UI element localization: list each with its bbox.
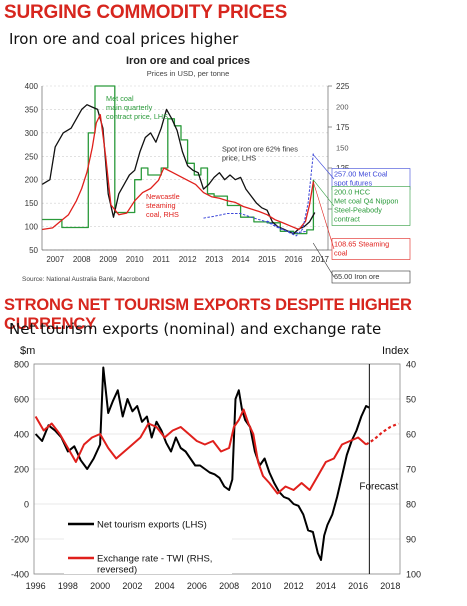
chart1-xtick: 2012 [179, 255, 197, 264]
chart2-xtick: 1998 [58, 581, 78, 591]
chart1-annotation-box [331, 186, 411, 226]
chart1-annotation: spot futures [334, 179, 372, 188]
chart1-annotation: Newcastle [146, 192, 180, 201]
chart1-ytick-right-extra: 200 [336, 103, 349, 112]
tourism-chart: $m Index -400 -200 0 200 400 600 800 40 50 60 70 80… [11, 345, 421, 591]
chart1-ytick-left: 200 [25, 176, 39, 185]
chart2-ytick-left: -400 [11, 570, 29, 580]
chart1-xtick: 2011 [153, 255, 171, 264]
chart1-leader-line [312, 179, 335, 207]
chart1-ytick-left: 350 [25, 105, 39, 114]
chart2-xtick: 2018 [380, 581, 400, 591]
chart1-ytick-left: 400 [25, 82, 39, 91]
chart2-ytick-right: 60 [406, 430, 416, 440]
chart1-annotation: 108.65 Steaming [334, 240, 389, 249]
chart1-annotation: Steel-Peabody [334, 206, 382, 215]
chart2-xtick: 2010 [251, 581, 271, 591]
commodity-chart: Iron ore and coal prices Prices in USD, … [22, 55, 411, 284]
chart2-forecast-label: Forecast [359, 482, 398, 493]
chart2-right-unit: Index [382, 345, 409, 357]
chart1-ytick-right: 225 [336, 82, 350, 91]
chart1-annotation: Met coal Q4 Nippon [334, 197, 399, 206]
chart1-subtitle: Prices in USD, per tonne [147, 69, 230, 78]
subtitle-tourism: Net tourism exports (nominal) and exchan… [9, 320, 382, 338]
chart1-annotation-box [331, 270, 411, 284]
chart2-ytick-left: 400 [14, 430, 29, 440]
chart2-series-2 [365, 422, 399, 446]
headline-tourism: STRONG NET TOURISM EXPORTS DESPITE HIGHE… [4, 296, 412, 333]
chart1-annotation: price, LHS [222, 154, 256, 163]
chart2-xtick: 2012 [284, 581, 304, 591]
chart2-ytick-right: 50 [406, 395, 416, 405]
chart2-xtick: 2016 [348, 581, 368, 591]
chart1-annotation: 65.00 Iron ore [334, 272, 379, 281]
chart1-annotation: steaming [146, 201, 176, 210]
chart2-ytick-left: 800 [14, 360, 29, 370]
chart1-xtick: 2013 [205, 255, 223, 264]
chart2-legend-tourism: Net tourism exports (LHS) [97, 520, 207, 531]
chart1-annotation: Spot iron ore 62% fines [222, 145, 298, 154]
chart1-leader-line [312, 242, 335, 278]
chart1-xtick: 2015 [258, 255, 276, 264]
chart2-ytick-left: 0 [24, 500, 29, 510]
chart1-series-3 [266, 152, 314, 237]
chart1-annotation: main quarterly [106, 103, 153, 112]
chart2-xtick: 1996 [26, 581, 46, 591]
headline-commodity: SURGING COMMODITY PRICES [4, 2, 288, 23]
chart1-xtick: 2008 [73, 255, 91, 264]
chart1-xtick: 2017 [311, 255, 329, 264]
chart1-source: Source: National Australia Bank, Macrobo… [22, 276, 150, 283]
chart1-annotation-box [331, 238, 411, 260]
chart1-annotation: coal [334, 249, 348, 258]
chart2-legend-bg [64, 512, 232, 574]
chart2-ytick-right: 100 [406, 570, 421, 580]
chart1-title: Iron ore and coal prices [126, 55, 250, 67]
chart1-annotation: contract price, LHS [106, 112, 168, 121]
chart1-xtick: 2009 [99, 255, 117, 264]
chart1-annotation: 200.0 HCC [334, 188, 370, 197]
chart1-annotation: 257.00 Met Coal [334, 170, 388, 179]
chart1-annotation: coal, RHS [146, 210, 179, 219]
subtitle-commodity: Iron ore and coal prices higher [9, 30, 239, 48]
chart1-ytick-right: 175 [336, 123, 350, 132]
chart1-xtick: 2010 [126, 255, 144, 264]
chart1-ytick-left: 50 [29, 246, 38, 255]
chart2-ytick-right: 40 [406, 360, 416, 370]
chart1-ytick-left: 150 [25, 199, 39, 208]
chart1-leader-line [312, 181, 335, 250]
chart1-series-1 [41, 104, 316, 235]
chart2-ytick-right: 90 [406, 535, 416, 545]
chart1-ytick-right-extra: 150 [336, 144, 349, 153]
chart2-ytick-right: 70 [406, 465, 416, 475]
chart2-series-1 [34, 408, 367, 495]
chart2-series-0 [34, 366, 370, 561]
chart1-annotation: Met coal [106, 94, 134, 103]
chart2-left-unit: $m [20, 345, 35, 357]
chart2-xtick: 2002 [122, 581, 142, 591]
chart2-xtick: 2008 [219, 581, 239, 591]
chart2-ytick-left: 600 [14, 395, 29, 405]
chart2-legend-twi: Exchange rate - TWI (RHS, reversed) [97, 554, 212, 576]
chart1-leader-line [312, 153, 335, 180]
chart2-ytick-left: -200 [11, 535, 29, 545]
chart1-series-2 [41, 114, 315, 231]
chart1-xtick: 2007 [46, 255, 64, 264]
chart2-ytick-left: 200 [14, 465, 29, 475]
chart2-xtick: 2000 [90, 581, 110, 591]
chart1-ytick-left: 250 [25, 152, 39, 161]
chart1-xtick: 2014 [232, 255, 250, 264]
chart1-xtick: 2016 [285, 255, 303, 264]
chart1-ytick-left: 300 [25, 129, 39, 138]
chart1-annotation: contract [334, 215, 360, 224]
chart2-ytick-right: 80 [406, 500, 416, 510]
chart1-series-4 [203, 213, 307, 234]
chart2-xtick: 2014 [316, 581, 336, 591]
chart2-xtick: 2006 [187, 581, 207, 591]
chart1-ytick-left: 100 [25, 223, 39, 232]
chart2-xtick: 2004 [155, 581, 175, 591]
